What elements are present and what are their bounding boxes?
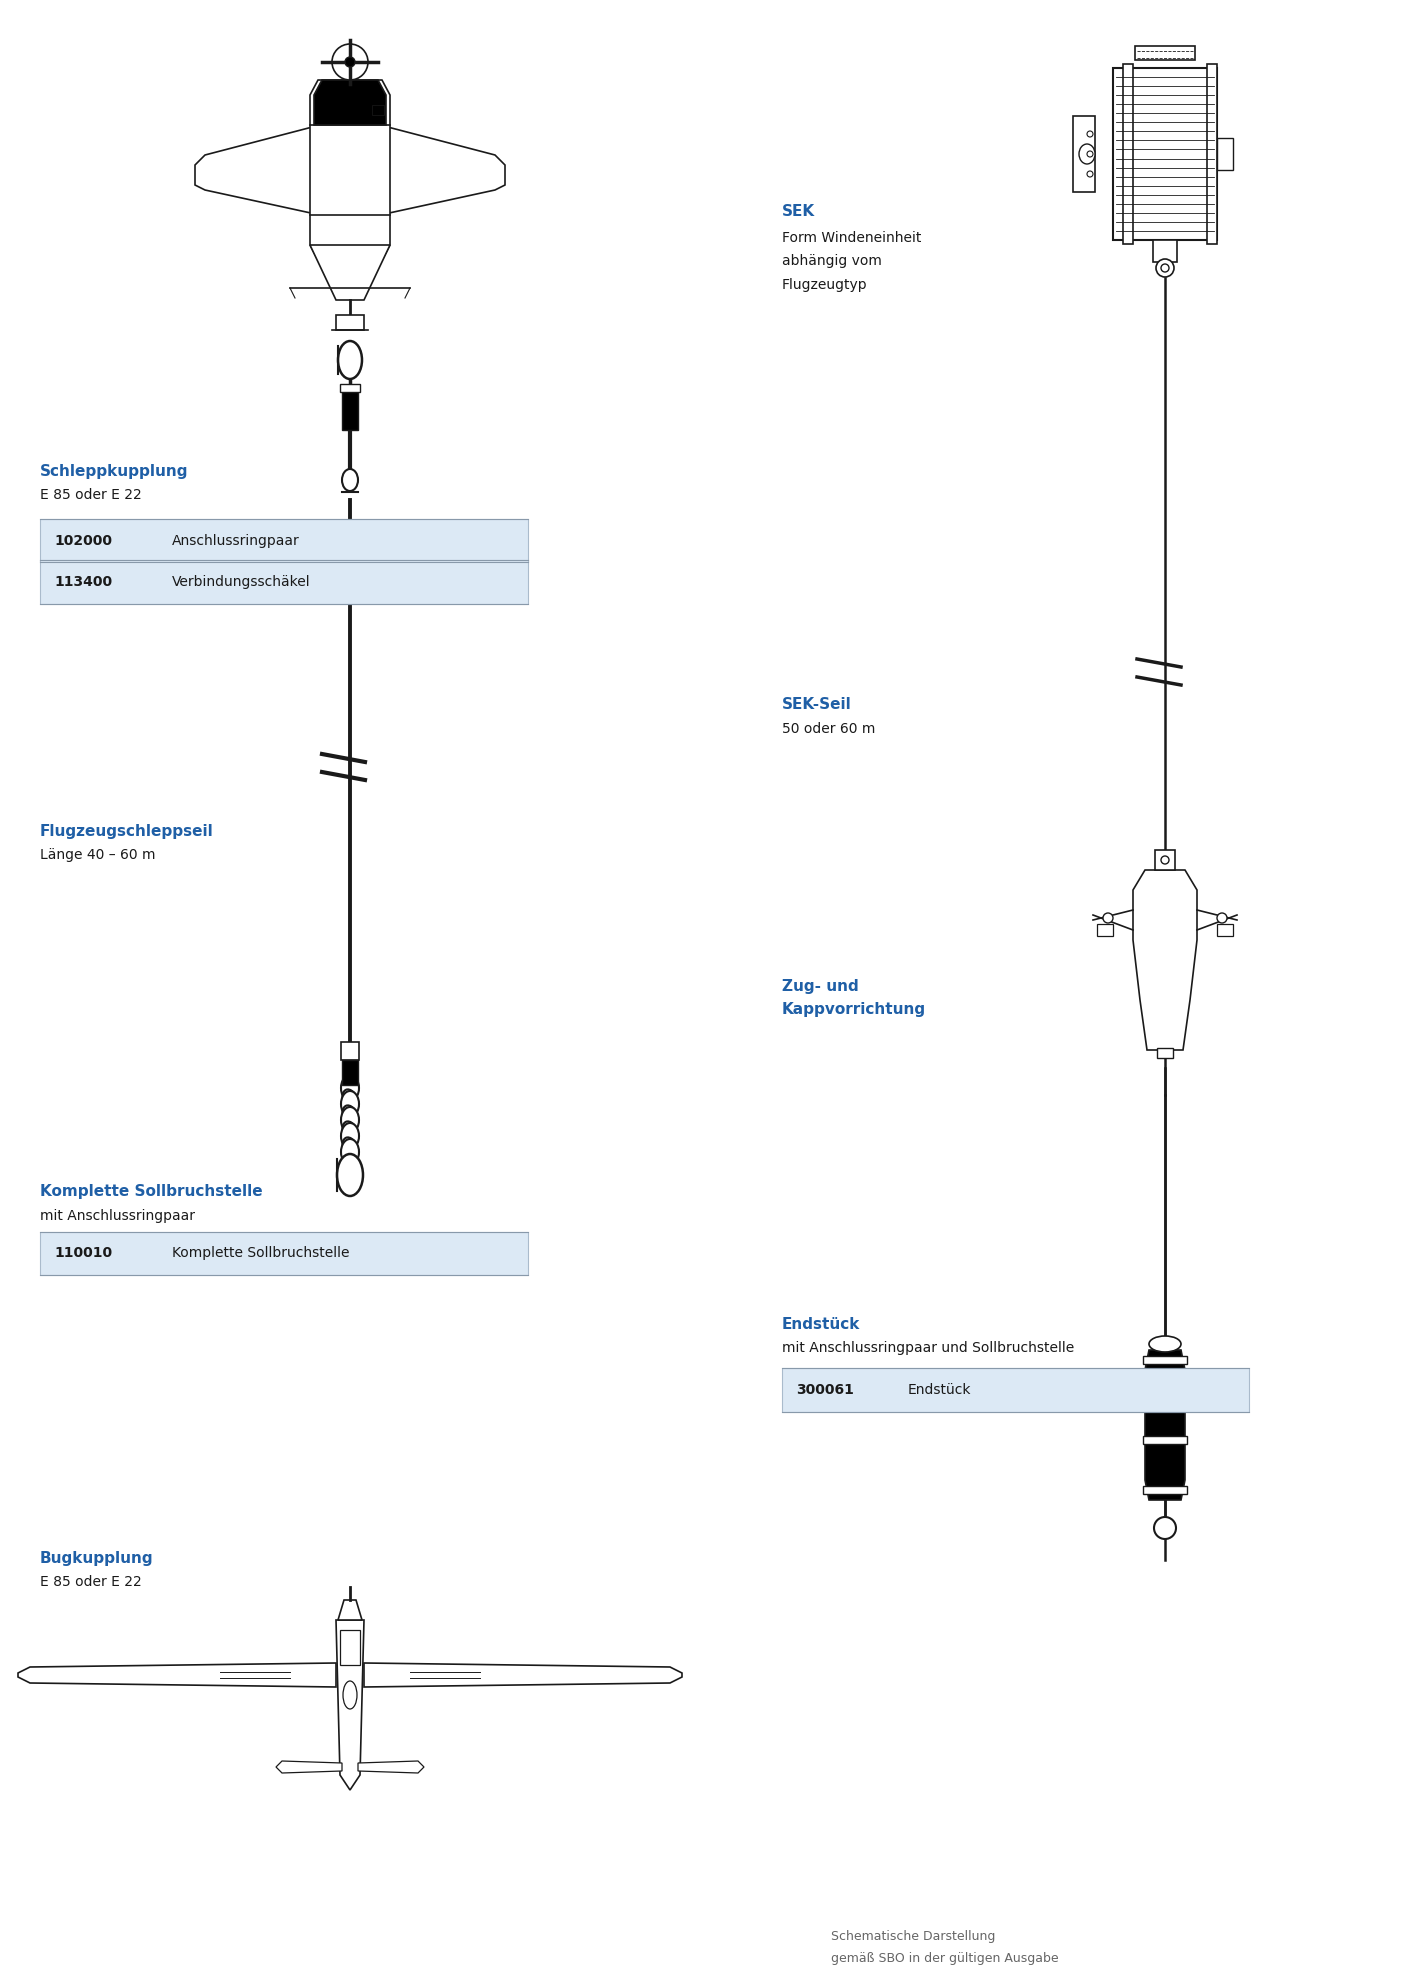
Bar: [340, 384, 360, 392]
Polygon shape: [19, 1663, 335, 1687]
Text: E 85 oder E 22: E 85 oder E 22: [40, 1574, 141, 1590]
Ellipse shape: [337, 1154, 362, 1196]
Circle shape: [1156, 259, 1174, 277]
Bar: [342, 1059, 358, 1085]
Text: SEK: SEK: [782, 204, 815, 220]
Circle shape: [1217, 913, 1227, 923]
Circle shape: [1087, 131, 1093, 137]
Bar: [1143, 1436, 1187, 1443]
Text: Schematische Darstellung: Schematische Darstellung: [831, 1930, 995, 1942]
Bar: [1217, 925, 1233, 937]
Text: Endstück: Endstück: [908, 1382, 972, 1398]
Text: Anschlussringpaar: Anschlussringpaar: [171, 533, 300, 548]
Text: 113400: 113400: [54, 574, 113, 590]
Text: Komplette Sollbruchstelle: Komplette Sollbruchstelle: [40, 1184, 263, 1200]
Polygon shape: [364, 1663, 682, 1687]
Text: 50 oder 60 m: 50 oder 60 m: [782, 721, 875, 737]
Bar: [782, 1368, 1249, 1412]
Bar: [341, 1041, 360, 1059]
Polygon shape: [1144, 1350, 1184, 1501]
Text: E 85 oder E 22: E 85 oder E 22: [40, 487, 141, 503]
Text: 110010: 110010: [54, 1245, 113, 1261]
Bar: [40, 560, 528, 604]
Text: Form Windeneinheit: Form Windeneinheit: [782, 230, 922, 246]
Ellipse shape: [342, 469, 358, 491]
Ellipse shape: [342, 1105, 358, 1127]
Text: Komplette Sollbruchstelle: Komplette Sollbruchstelle: [171, 1245, 350, 1261]
Ellipse shape: [1079, 145, 1095, 164]
Ellipse shape: [341, 1091, 360, 1117]
Ellipse shape: [342, 1137, 358, 1158]
Bar: [1153, 240, 1177, 261]
Polygon shape: [380, 125, 505, 216]
Bar: [1157, 1047, 1173, 1057]
Bar: [1154, 849, 1174, 869]
Text: Bugkupplung: Bugkupplung: [40, 1550, 154, 1566]
Bar: [1073, 117, 1095, 192]
Bar: [40, 519, 528, 562]
Bar: [1113, 67, 1217, 240]
Circle shape: [1162, 263, 1169, 271]
Bar: [1097, 925, 1113, 937]
Polygon shape: [314, 79, 385, 125]
Polygon shape: [338, 1600, 362, 1620]
Polygon shape: [310, 79, 390, 259]
Ellipse shape: [342, 1121, 358, 1142]
Text: 102000: 102000: [54, 533, 111, 548]
Text: Endstück: Endstück: [782, 1317, 860, 1333]
Bar: [335, 315, 364, 331]
Text: Verbindungsschäkel: Verbindungsschäkel: [171, 574, 310, 590]
Text: Schleppkupplung: Schleppkupplung: [40, 463, 188, 479]
Circle shape: [1087, 170, 1093, 176]
Text: Länge 40 – 60 m: Länge 40 – 60 m: [40, 847, 156, 863]
Circle shape: [1087, 150, 1093, 156]
Circle shape: [1162, 855, 1169, 863]
Polygon shape: [275, 1760, 342, 1772]
Text: Zug- und: Zug- und: [782, 978, 859, 994]
Text: 300061: 300061: [796, 1382, 853, 1398]
Polygon shape: [195, 125, 320, 216]
Text: Kappvorrichtung: Kappvorrichtung: [782, 1002, 926, 1018]
Circle shape: [345, 57, 355, 67]
Polygon shape: [358, 1760, 424, 1772]
Ellipse shape: [341, 1123, 360, 1148]
Bar: [340, 1630, 360, 1665]
Circle shape: [1154, 1517, 1176, 1538]
Bar: [1123, 63, 1133, 244]
Ellipse shape: [342, 1681, 357, 1709]
Bar: [342, 390, 358, 430]
Polygon shape: [310, 246, 390, 301]
Text: mit Anschlussringpaar und Sollbruchstelle: mit Anschlussringpaar und Sollbruchstell…: [782, 1340, 1075, 1356]
Circle shape: [1103, 913, 1113, 923]
Ellipse shape: [341, 1075, 360, 1101]
Ellipse shape: [342, 1089, 358, 1111]
Bar: [1207, 63, 1217, 244]
Bar: [1134, 46, 1194, 59]
Polygon shape: [335, 1620, 364, 1790]
Ellipse shape: [1149, 1336, 1182, 1352]
Ellipse shape: [341, 1107, 360, 1133]
Bar: [1143, 1487, 1187, 1495]
Ellipse shape: [338, 341, 362, 378]
Bar: [1143, 1356, 1187, 1364]
Text: SEK-Seil: SEK-Seil: [782, 697, 852, 713]
Ellipse shape: [341, 1138, 360, 1164]
Circle shape: [332, 44, 368, 79]
Bar: [372, 105, 384, 115]
Text: mit Anschlussringpaar: mit Anschlussringpaar: [40, 1208, 195, 1224]
Text: abhängig vom: abhängig vom: [782, 253, 882, 269]
Bar: [40, 1232, 528, 1275]
Bar: [1217, 139, 1233, 170]
Text: Flugzeugtyp: Flugzeugtyp: [782, 277, 868, 293]
Text: gemäß SBO in der gültigen Ausgabe: gemäß SBO in der gültigen Ausgabe: [831, 1952, 1059, 1964]
Polygon shape: [1133, 869, 1197, 1049]
Text: Flugzeugschleppseil: Flugzeugschleppseil: [40, 824, 214, 840]
